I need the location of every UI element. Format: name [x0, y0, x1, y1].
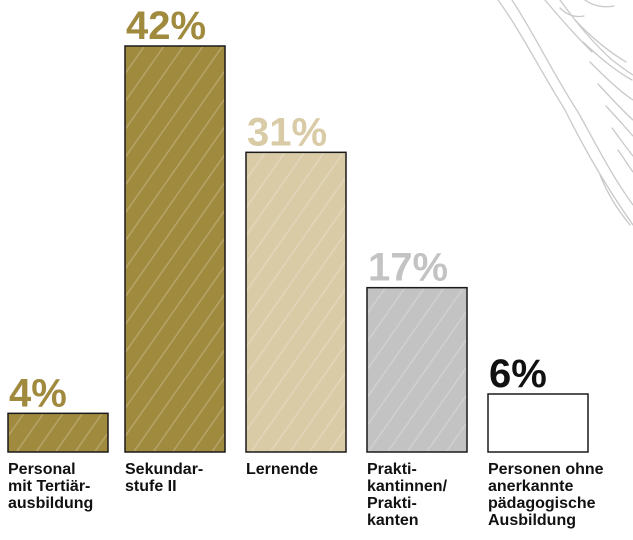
value-label-4: 17%: [368, 246, 448, 290]
bar-texture-1: [9, 414, 107, 451]
category-label-5: Personen ohne anerkannte pädagogische Au…: [488, 461, 604, 529]
value-label-2: 42%: [126, 4, 206, 48]
bar-texture-4: [368, 288, 466, 451]
value-label-5: 6%: [489, 352, 547, 396]
value-label-3: 31%: [247, 110, 327, 154]
category-label-1: Personal mit Tertiär- ausbildung: [8, 461, 94, 512]
bar-texture-2: [126, 47, 224, 451]
category-label-2: Sekundar- stufe II: [125, 461, 204, 495]
category-label-4: Prakti- kantinnen/ Prakti- kanten: [367, 461, 448, 529]
bar-5: [487, 393, 589, 453]
value-label-1: 4%: [9, 371, 67, 415]
bar-texture-3: [247, 153, 345, 452]
category-label-3: Lernende: [246, 461, 319, 478]
